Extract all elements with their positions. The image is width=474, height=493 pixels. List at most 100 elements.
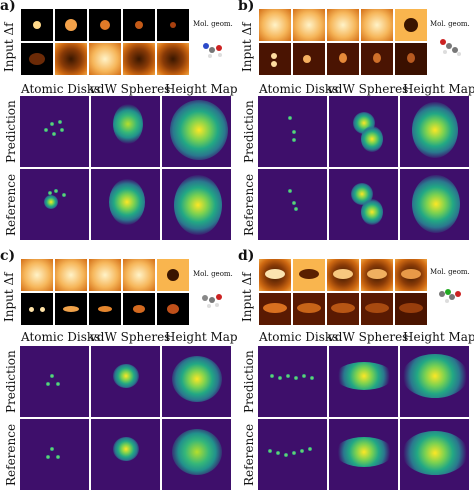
row-label: Prediction: [4, 100, 18, 163]
afm-image: [157, 293, 189, 325]
afm-input-row-2: [259, 43, 427, 75]
afm-image: [21, 9, 53, 41]
afm-image: [395, 259, 427, 291]
panel-b: b) Input Δf Mol. geom. Atomic Disks vdW …: [238, 0, 474, 243]
atomic-disks-prediction: [258, 346, 327, 417]
column-header: Height Map: [403, 330, 474, 344]
panel-label: b): [238, 0, 255, 14]
molecule-geometry-icon: [437, 284, 463, 306]
afm-image: [293, 43, 325, 75]
afm-image: [89, 9, 121, 41]
vdw-spheres-reference: [91, 169, 160, 240]
mol-geom-label: Mol. geom.: [193, 270, 233, 278]
molecule-geometry-icon: [200, 38, 226, 60]
mol-geom-label: Mol. geom.: [430, 268, 470, 276]
afm-image: [327, 293, 359, 325]
atomic-disks-reference: [20, 419, 89, 490]
afm-image: [361, 9, 393, 41]
height-map-prediction: [400, 346, 469, 417]
row-label: Reference: [242, 423, 256, 486]
row-label: Reference: [4, 423, 18, 486]
afm-image: [361, 259, 393, 291]
molecule-geometry-icon: [199, 288, 225, 310]
afm-image: [327, 9, 359, 41]
afm-image: [259, 9, 291, 41]
vdw-spheres-reference: [91, 419, 160, 490]
afm-image: [89, 293, 121, 325]
column-header: vdW Spheres: [90, 82, 171, 96]
afm-image: [21, 43, 53, 75]
column-header: vdW Spheres: [90, 330, 171, 344]
afm-image: [21, 259, 53, 291]
row-label: Prediction: [4, 350, 18, 413]
afm-image: [259, 43, 291, 75]
afm-image: [55, 9, 87, 41]
column-header: vdW Spheres: [328, 82, 409, 96]
column-header: Atomic Disks: [21, 82, 101, 96]
afm-input-row-1: [21, 9, 189, 41]
afm-image: [123, 43, 155, 75]
afm-input-row-2: [259, 293, 427, 325]
afm-image: [293, 9, 325, 41]
atomic-disks-reference: [20, 169, 89, 240]
vdw-spheres-reference: [329, 419, 398, 490]
atomic-disks-prediction: [258, 96, 327, 167]
afm-image: [293, 259, 325, 291]
panel-label: d): [238, 248, 255, 264]
afm-image: [21, 293, 53, 325]
height-map-prediction: [400, 96, 469, 167]
afm-image: [259, 259, 291, 291]
afm-image: [55, 293, 87, 325]
atomic-disks-prediction: [20, 96, 89, 167]
afm-image: [293, 293, 325, 325]
column-header: Height Map: [165, 330, 238, 344]
afm-image: [123, 293, 155, 325]
afm-image: [327, 43, 359, 75]
molecule-geometry-icon: [437, 36, 463, 58]
afm-input-row-1: [259, 9, 427, 41]
row-label: Prediction: [242, 100, 256, 163]
vdw-spheres-prediction: [91, 346, 160, 417]
column-header: Height Map: [165, 82, 238, 96]
afm-image: [361, 293, 393, 325]
afm-image: [123, 9, 155, 41]
afm-image: [55, 43, 87, 75]
atomic-disks-prediction: [20, 346, 89, 417]
afm-image: [157, 43, 189, 75]
panel-a: a) Input Δf Mol. geom. Atomic Disks vdW …: [0, 0, 238, 243]
panel-d: d) Input Δf Mol. geom. Atomic Disks vdW …: [238, 248, 474, 493]
afm-input-row-2: [21, 43, 189, 75]
row-label: Reference: [242, 173, 256, 236]
column-header: Atomic Disks: [21, 330, 101, 344]
height-map-prediction: [162, 346, 231, 417]
afm-image: [395, 43, 427, 75]
afm-image: [361, 43, 393, 75]
afm-image: [123, 259, 155, 291]
afm-image: [55, 259, 87, 291]
panel-label: a): [0, 0, 16, 14]
afm-image: [157, 9, 189, 41]
column-header: Atomic Disks: [259, 82, 339, 96]
afm-input-row-1: [21, 259, 189, 291]
row-label: Prediction: [242, 350, 256, 413]
input-label: Input Δf: [2, 272, 16, 322]
afm-image: [327, 259, 359, 291]
row-label: Reference: [4, 173, 18, 236]
atomic-disks-reference: [258, 169, 327, 240]
column-header: Height Map: [403, 82, 474, 96]
afm-image: [395, 293, 427, 325]
afm-image: [157, 259, 189, 291]
vdw-spheres-prediction: [329, 96, 398, 167]
height-map-reference: [162, 419, 231, 490]
panel-label: c): [0, 248, 16, 264]
afm-image: [259, 293, 291, 325]
atomic-disks-reference: [258, 419, 327, 490]
mol-geom-label: Mol. geom.: [430, 20, 470, 28]
afm-image: [89, 43, 121, 75]
height-map-reference: [162, 169, 231, 240]
vdw-spheres-prediction: [91, 96, 160, 167]
column-header: Atomic Disks: [259, 330, 339, 344]
afm-image: [89, 259, 121, 291]
vdw-spheres-prediction: [329, 346, 398, 417]
height-map-prediction: [162, 96, 231, 167]
